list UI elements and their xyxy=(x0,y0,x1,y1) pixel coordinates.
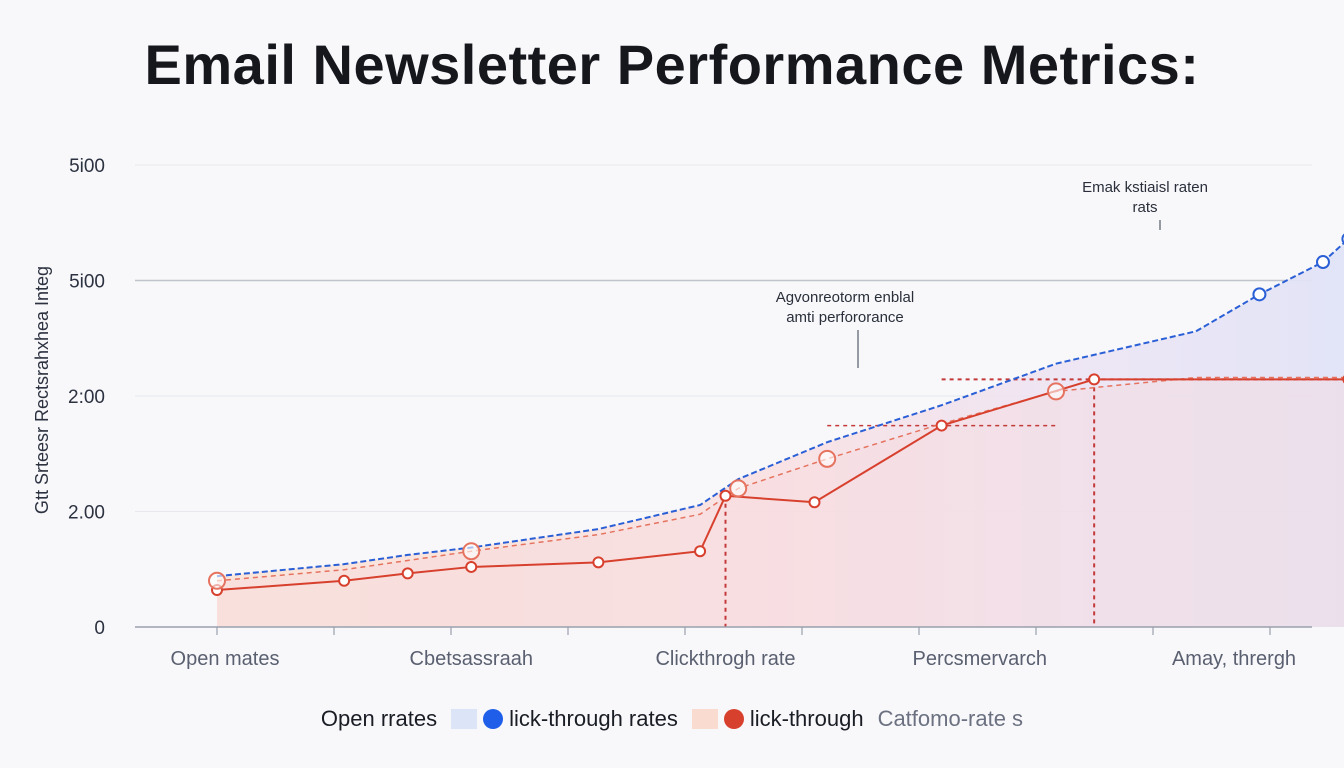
annotation-line-2: rats xyxy=(1132,199,1157,216)
data-point-hollow xyxy=(729,479,748,498)
data-points xyxy=(208,233,1344,597)
area-fills xyxy=(217,242,1344,627)
y-tick-label: 5i00 xyxy=(69,156,105,177)
axes: 0 2.00 2:00 5i00 5i00 Open mates Cbetsassraah C… xyxy=(68,156,1312,670)
data-point-red xyxy=(935,419,948,432)
data-point-red xyxy=(401,567,414,580)
data-point-red xyxy=(1088,373,1101,386)
data-point-hollow xyxy=(1047,382,1066,401)
data-point-red xyxy=(808,496,821,509)
data-point-hollow xyxy=(462,542,481,561)
series-line-conversion xyxy=(216,376,1344,582)
x-tick-label: Open mates xyxy=(171,648,280,670)
series-line-click-through-rates xyxy=(216,241,1344,578)
y-tick-label: 2:00 xyxy=(68,387,105,408)
y-tick-label: 2.00 xyxy=(68,503,105,524)
annotations: Agvonreotorm enblal amti perfororance Emak… xyxy=(776,179,1208,368)
data-point-hollow xyxy=(208,571,226,590)
legend-label-ctr: lick-through rates xyxy=(509,706,678,731)
data-point-hollow xyxy=(818,449,837,468)
legend-dot-blue xyxy=(483,709,504,729)
y-axis-label: Gtt Srteesr Rectsrahxhea Integ xyxy=(32,266,52,514)
x-tick-label: Clickthrogh rate xyxy=(655,648,795,670)
x-tick-label: Amay, thrergh xyxy=(1172,648,1296,670)
data-point-red xyxy=(694,545,707,558)
legend-label-ct: lick-through xyxy=(749,706,864,731)
legend-label-open: Open rrates xyxy=(320,706,438,731)
legend-item-ct: lick-through xyxy=(691,706,864,732)
data-point-red xyxy=(719,489,732,502)
legend-label-conv: Catfomo-rate s xyxy=(877,706,1024,731)
data-point-red xyxy=(465,560,478,573)
data-point-red xyxy=(338,574,351,587)
data-point-blue xyxy=(1315,255,1330,270)
data-point-blue xyxy=(1252,287,1267,302)
legend: Open rrates lick-through rates lick-thro… xyxy=(0,706,1344,732)
legend-item-ctr: lick-through rates xyxy=(451,706,678,732)
annotation-line-1: Agvonreotorm enblal xyxy=(776,289,914,306)
y-tick-label: 5i00 xyxy=(69,272,105,293)
chart-title: Email Newsletter Performance Metrics: xyxy=(144,33,1200,96)
legend-swatch-peach xyxy=(691,709,718,729)
area-fill-pink xyxy=(217,377,1344,627)
area-fill-blue xyxy=(217,242,1344,627)
annotation-line-2: amti perfororance xyxy=(786,309,904,326)
legend-swatch-blue xyxy=(451,709,478,729)
legend-dot-red xyxy=(723,709,744,729)
chart-canvas: 0 2.00 2:00 5i00 5i00 Open mates Cbetsassraah C… xyxy=(32,156,1344,670)
x-tick-label: Cbetsassraah xyxy=(410,648,533,670)
legend-item-conv: Catfomo-rate s xyxy=(878,706,1024,732)
annotation-line-1: Emak kstiaisl raten xyxy=(1082,179,1208,196)
data-point-red xyxy=(592,556,605,569)
y-tick-label: 0 xyxy=(94,618,105,639)
legend-item-open: Open rrates xyxy=(321,706,437,732)
x-tick-label: Percsmervarch xyxy=(913,648,1047,670)
